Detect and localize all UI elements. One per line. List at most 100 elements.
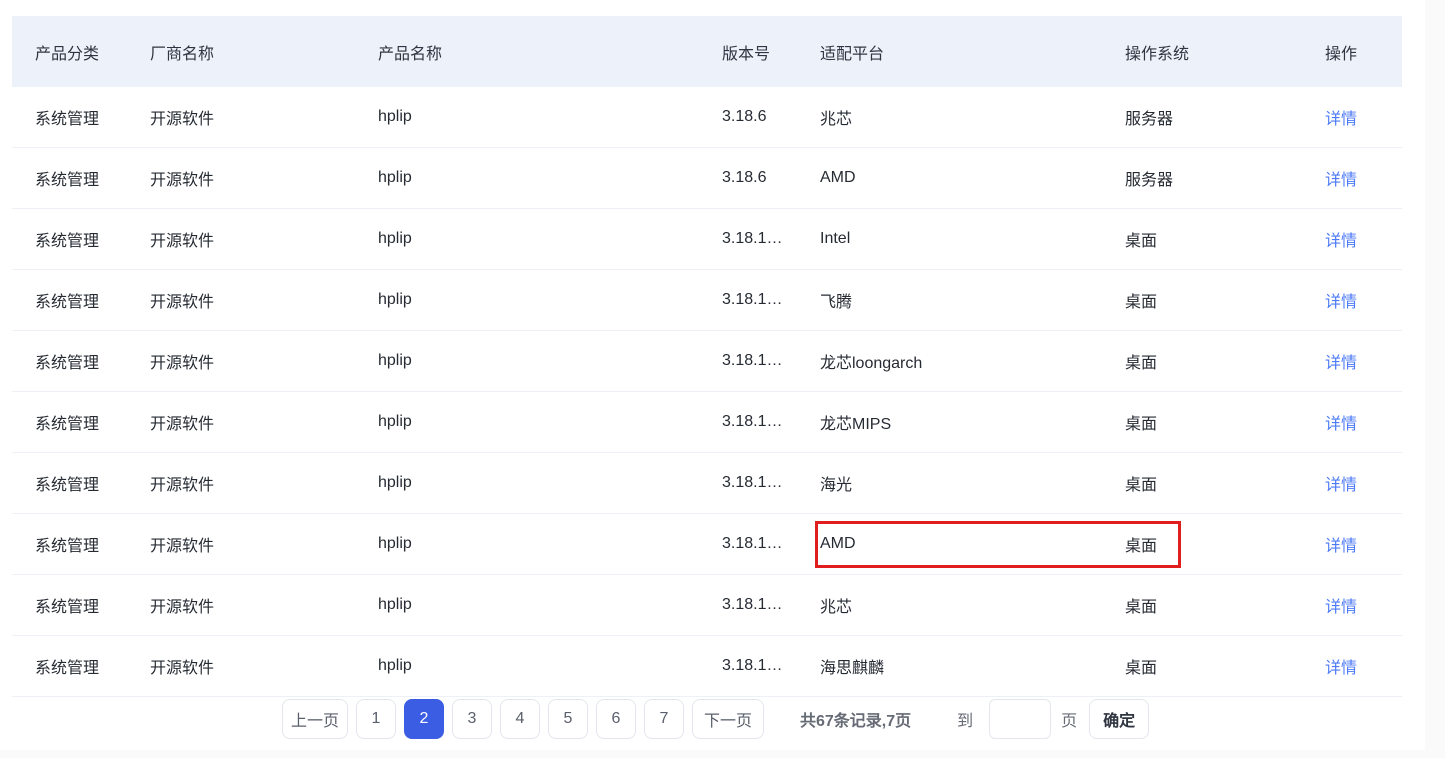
- cell-category: 系统管理: [35, 355, 100, 372]
- cell-category: 系统管理: [35, 172, 100, 189]
- cell-category: 系统管理: [35, 599, 100, 616]
- cell-vendor: 开源软件: [150, 599, 215, 616]
- cell-version: 3.18.1…: [722, 352, 783, 369]
- table-row: 系统管理 开源软件 hplip 3.18.6 AMD 服务器 详情: [12, 148, 1402, 209]
- cell-platform: 龙芯MIPS: [820, 416, 892, 433]
- col-header-platform: 适配平台: [820, 45, 885, 63]
- detail-link[interactable]: 详情: [1325, 172, 1358, 189]
- page-button-1[interactable]: 1: [356, 699, 396, 739]
- cell-os: 桌面: [1125, 355, 1158, 372]
- page-button-7[interactable]: 7: [644, 699, 684, 739]
- cell-platform: 兆芯: [820, 111, 853, 128]
- cell-vendor: 开源软件: [150, 111, 215, 128]
- col-header-category: 产品分类: [35, 45, 100, 63]
- next-page-button[interactable]: 下一页: [692, 699, 764, 739]
- page-button-6[interactable]: 6: [596, 699, 636, 739]
- cell-version: 3.18.1…: [722, 413, 783, 430]
- cell-category: 系统管理: [35, 233, 100, 250]
- cell-category: 系统管理: [35, 294, 100, 311]
- cell-product: hplip: [378, 596, 412, 613]
- table-row: 系统管理 开源软件 hplip 3.18.6 兆芯 服务器 详情: [12, 87, 1402, 148]
- cell-category: 系统管理: [35, 416, 100, 433]
- cell-product: hplip: [378, 169, 412, 186]
- jump-to-label: 到: [957, 713, 974, 730]
- cell-product: hplip: [378, 352, 412, 369]
- table-row: 系统管理 开源软件 hplip 3.18.1… Intel 桌面 详情: [12, 209, 1402, 270]
- cell-os: 桌面: [1125, 416, 1158, 433]
- table-row: 系统管理 开源软件 hplip 3.18.1… 龙芯MIPS 桌面 详情: [12, 392, 1402, 453]
- col-header-version: 版本号: [722, 45, 771, 63]
- cell-platform: 海思麒麟: [820, 660, 885, 677]
- table-row: 系统管理 开源软件 hplip 3.18.1… 兆芯 桌面 详情: [12, 575, 1402, 636]
- cell-product: hplip: [378, 291, 412, 308]
- table-row: 系统管理 开源软件 hplip 3.18.1… AMD 桌面 详情: [12, 514, 1402, 575]
- content-card: 产品分类 厂商名称 产品名称 版本号 适配平台 操作系统 操作 系统管理 开源软…: [12, 16, 1402, 740]
- detail-link[interactable]: 详情: [1325, 477, 1358, 494]
- cell-vendor: 开源软件: [150, 233, 215, 250]
- cell-version: 3.18.6: [722, 108, 767, 125]
- confirm-button[interactable]: 确定: [1089, 699, 1150, 739]
- cell-vendor: 开源软件: [150, 416, 215, 433]
- cell-vendor: 开源软件: [150, 538, 215, 555]
- cell-platform: 飞腾: [820, 294, 853, 311]
- cell-version: 3.18.1…: [722, 535, 783, 552]
- table-body: 系统管理 开源软件 hplip 3.18.6 兆芯 服务器 详情 系统管理 开源…: [12, 87, 1402, 697]
- cell-product: hplip: [378, 413, 412, 430]
- col-header-os: 操作系统: [1125, 45, 1190, 63]
- page-button-5[interactable]: 5: [548, 699, 588, 739]
- cell-vendor: 开源软件: [150, 660, 215, 677]
- cell-os: 桌面: [1125, 294, 1158, 311]
- cell-os: 服务器: [1125, 111, 1174, 128]
- cell-vendor: 开源软件: [150, 294, 215, 311]
- cell-product: hplip: [378, 230, 412, 247]
- detail-link[interactable]: 详情: [1325, 660, 1358, 677]
- detail-link[interactable]: 详情: [1325, 416, 1358, 433]
- table-row: 系统管理 开源软件 hplip 3.18.1… 海思麒麟 桌面 详情: [12, 636, 1402, 697]
- cell-version: 3.18.1…: [722, 291, 783, 308]
- cell-vendor: 开源软件: [150, 355, 215, 372]
- record-count-summary: 共67条记录,7页: [800, 713, 912, 730]
- product-table: 产品分类 厂商名称 产品名称 版本号 适配平台 操作系统 操作 系统管理 开源软…: [12, 16, 1402, 697]
- cell-vendor: 开源软件: [150, 477, 215, 494]
- cell-os: 桌面: [1125, 233, 1158, 250]
- col-header-action: 操作: [1325, 45, 1358, 63]
- detail-link[interactable]: 详情: [1325, 111, 1358, 128]
- cell-os: 服务器: [1125, 172, 1174, 189]
- cell-product: hplip: [378, 535, 412, 552]
- page-button-3[interactable]: 3: [452, 699, 492, 739]
- cell-platform: Intel: [820, 230, 851, 247]
- cell-product: hplip: [378, 474, 412, 491]
- detail-link[interactable]: 详情: [1325, 294, 1358, 311]
- page-button-4[interactable]: 4: [500, 699, 540, 739]
- cell-os: 桌面: [1125, 599, 1158, 616]
- cell-version: 3.18.6: [722, 169, 767, 186]
- table-header-row: 产品分类 厂商名称 产品名称 版本号 适配平台 操作系统 操作: [12, 16, 1402, 87]
- cell-category: 系统管理: [35, 660, 100, 677]
- cell-category: 系统管理: [35, 111, 100, 128]
- table-row: 系统管理 开源软件 hplip 3.18.1… 龙芯loongarch 桌面 详…: [12, 331, 1402, 392]
- cell-version: 3.18.1…: [722, 596, 783, 613]
- col-header-product: 产品名称: [378, 45, 443, 63]
- cell-version: 3.18.1…: [722, 474, 783, 491]
- cell-os: 桌面: [1125, 538, 1158, 555]
- prev-page-button[interactable]: 上一页: [282, 699, 348, 739]
- cell-vendor: 开源软件: [150, 172, 215, 189]
- table-row: 系统管理 开源软件 hplip 3.18.1… 飞腾 桌面 详情: [12, 270, 1402, 331]
- detail-link[interactable]: 详情: [1325, 538, 1358, 555]
- cell-platform: 海光: [820, 477, 853, 494]
- cell-os: 桌面: [1125, 477, 1158, 494]
- detail-link[interactable]: 详情: [1325, 599, 1358, 616]
- page-button-2[interactable]: 2: [404, 699, 444, 739]
- detail-link[interactable]: 详情: [1325, 355, 1358, 372]
- page-jump-input[interactable]: [989, 699, 1052, 739]
- cell-os: 桌面: [1125, 660, 1158, 677]
- cell-product: hplip: [378, 108, 412, 125]
- table-row: 系统管理 开源软件 hplip 3.18.1… 海光 桌面 详情: [12, 453, 1402, 514]
- cell-version: 3.18.1…: [722, 657, 783, 674]
- cell-platform: 龙芯loongarch: [820, 355, 923, 372]
- cell-platform: 兆芯: [820, 599, 853, 616]
- detail-link[interactable]: 详情: [1325, 233, 1358, 250]
- cell-category: 系统管理: [35, 538, 100, 555]
